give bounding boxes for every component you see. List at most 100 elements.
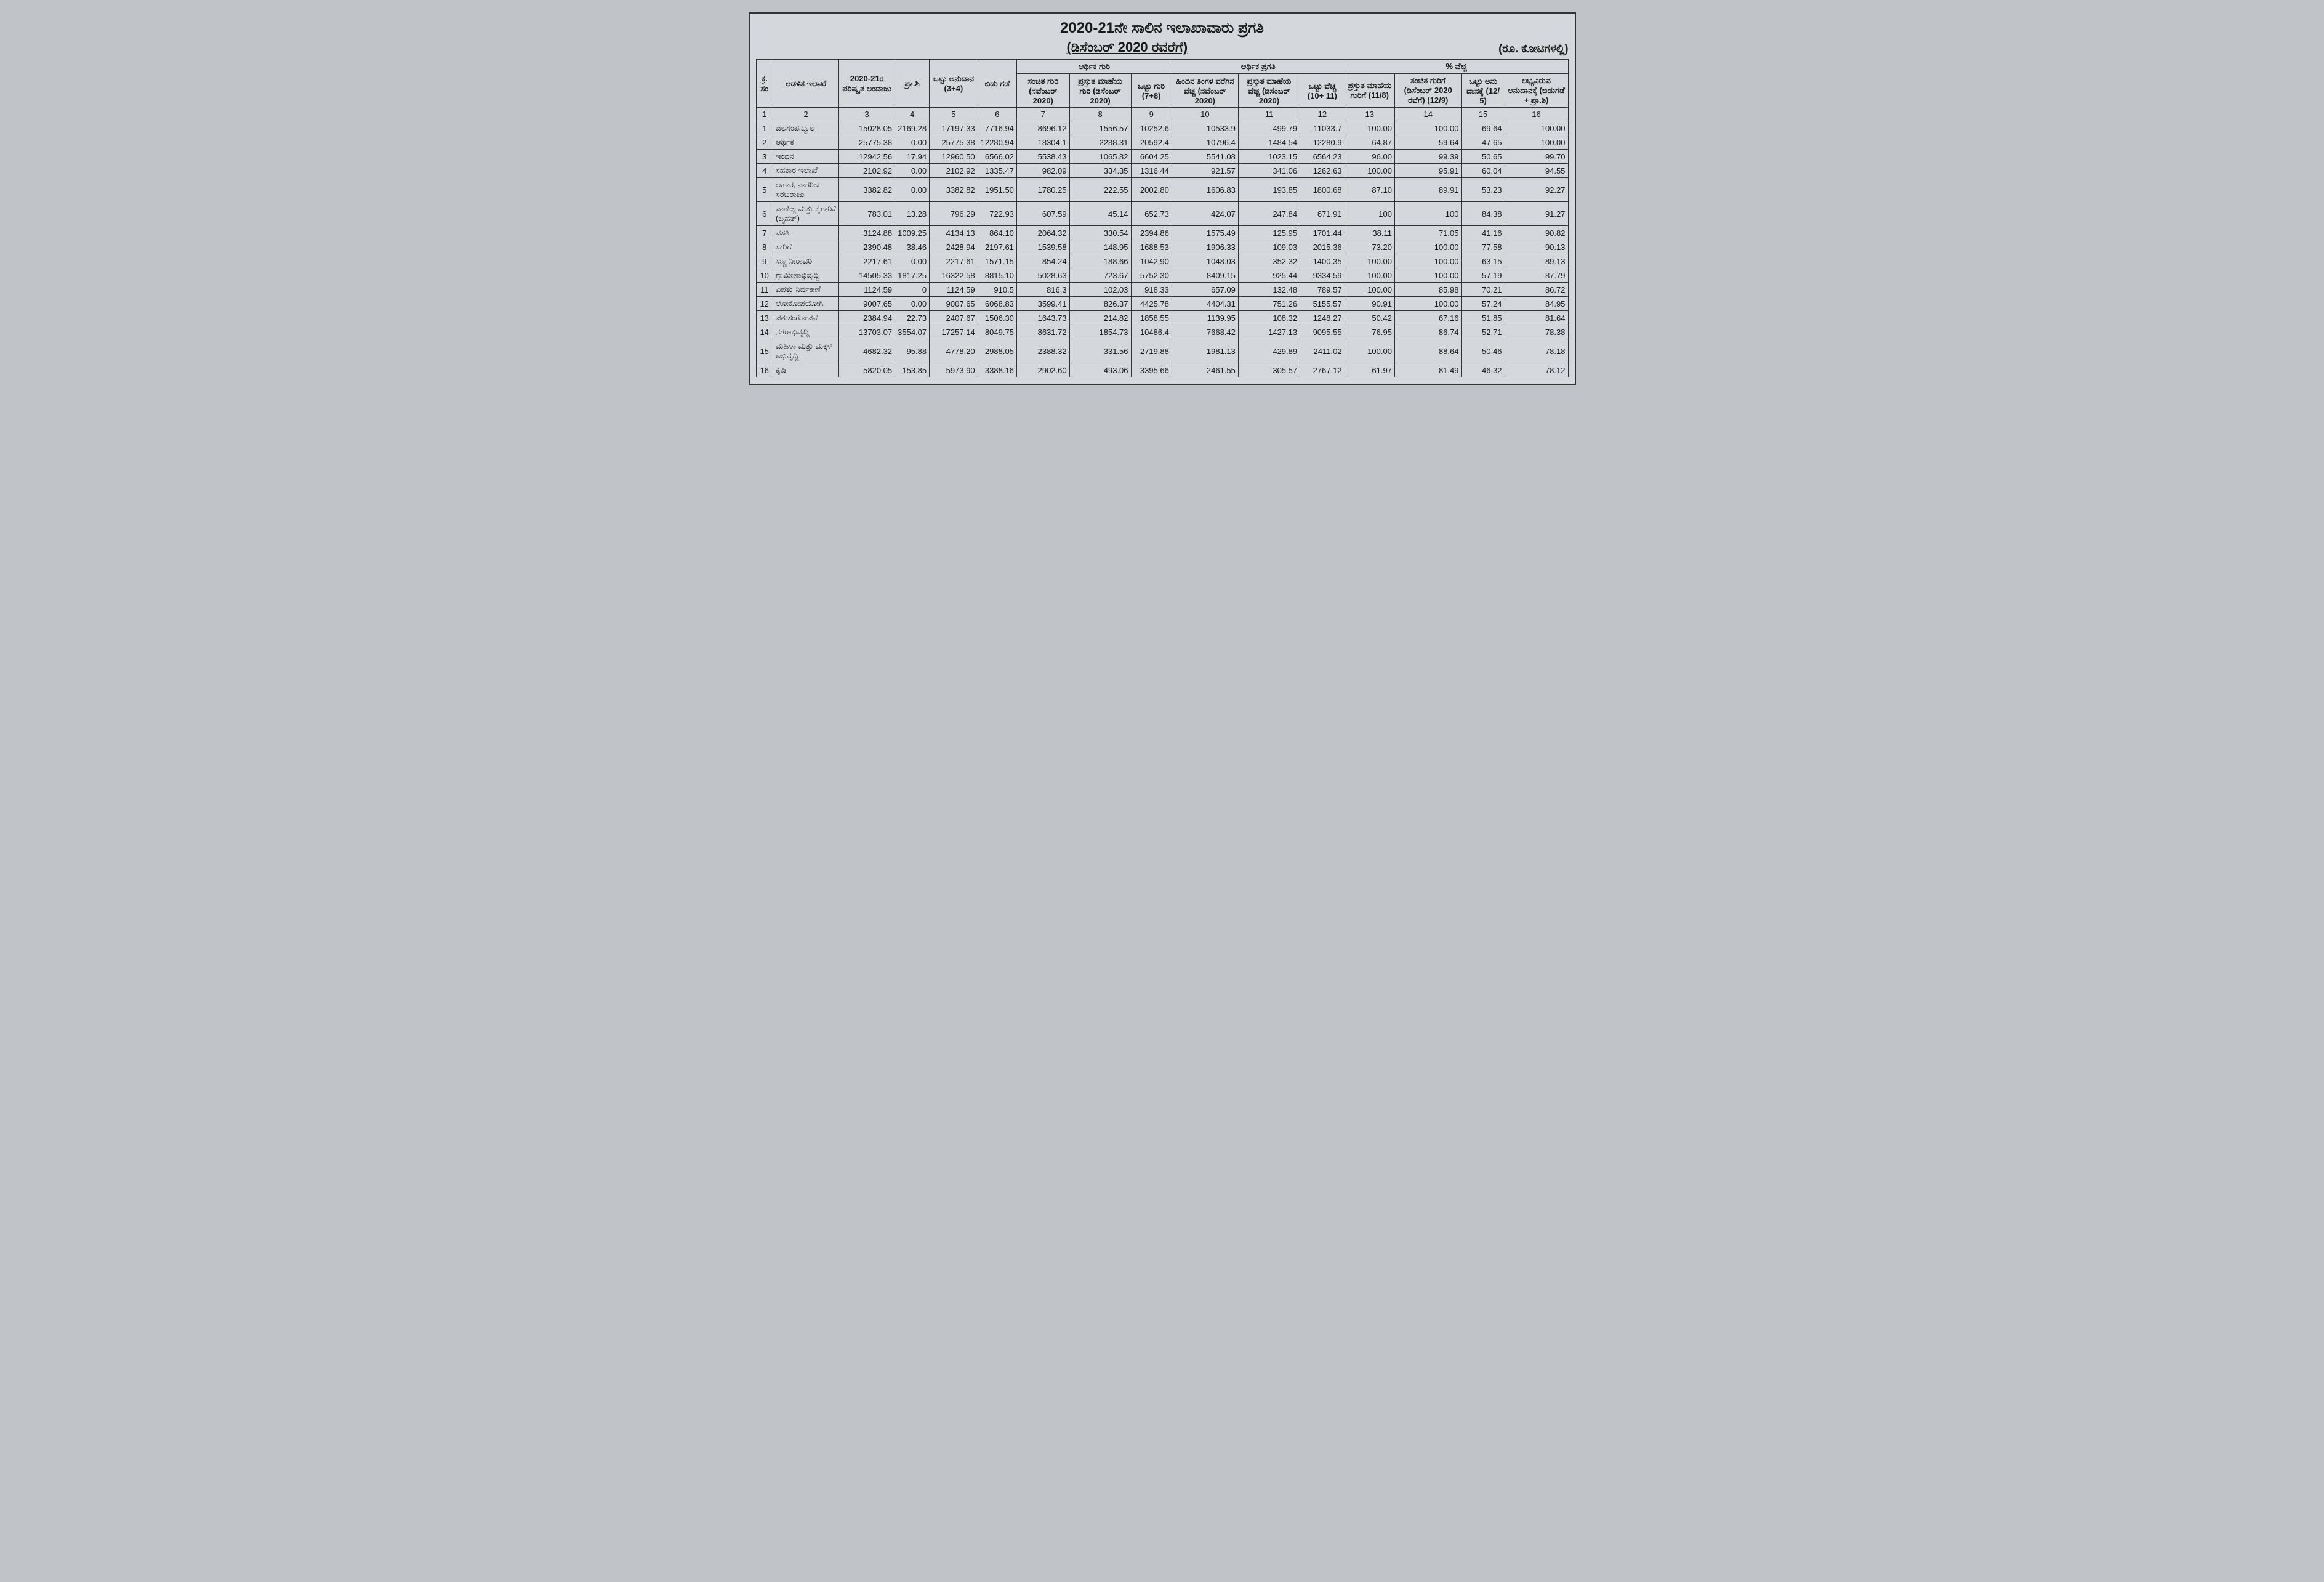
cell-pct-avail-grant: 100.00	[1505, 121, 1568, 135]
cell-total-grant: 5973.90	[930, 363, 978, 377]
col-cur-month-target: ಪ್ರಸ್ತುತ ಮಾಹೆಯ ಗುರಿ (ಡಿಸೆಂಬರ್ 2020)	[1069, 74, 1131, 108]
cell-cur-month-target: 330.54	[1069, 226, 1131, 240]
table-row: 7ವಸತಿ3124.881009.254134.13864.102064.323…	[756, 226, 1568, 240]
table-row: 6ವಾಣಿಜ್ಯ ಮತ್ತು ಕೈಗಾರಿಕೆ (ಬೃಹತ್)783.0113.…	[756, 202, 1568, 226]
col-cur-month-exp: ಪ್ರಸ್ತುತ ಮಾಹೆಯ ವೆಚ್ಚ (ಡಿಸೆಂಬರ್ 2020)	[1238, 74, 1300, 108]
cell-pct-total-grant: 50.46	[1462, 339, 1505, 363]
cell-prashi: 1009.25	[895, 226, 930, 240]
cell-pct-cur-target: 100.00	[1345, 121, 1394, 135]
cell-revised: 5820.05	[839, 363, 895, 377]
cell-release: 8049.75	[978, 325, 1016, 339]
cell-pct-cum-target: 100.00	[1394, 254, 1462, 268]
cell-cum-target: 3599.41	[1016, 297, 1069, 311]
cell-prev-months-exp: 8409.15	[1172, 268, 1238, 283]
cell-dept: ಸಾರಿಗೆ	[773, 240, 838, 254]
cell-pct-avail-grant: 94.55	[1505, 164, 1568, 178]
cell-prev-months-exp: 10796.4	[1172, 135, 1238, 150]
cell-release: 6068.83	[978, 297, 1016, 311]
cell-pct-total-grant: 84.38	[1462, 202, 1505, 226]
cell-revised: 2384.94	[839, 311, 895, 325]
cell-prashi: 95.88	[895, 339, 930, 363]
cell-cur-month-target: 723.67	[1069, 268, 1131, 283]
cell-sno: 10	[756, 268, 773, 283]
col-group-financial-progress: ಆರ್ಥಿಕ ಪ್ರಗತಿ	[1172, 60, 1345, 74]
cell-cur-month-target: 2288.31	[1069, 135, 1131, 150]
colnum: 9	[1131, 108, 1172, 121]
cell-sno: 12	[756, 297, 773, 311]
cell-cum-target: 18304.1	[1016, 135, 1069, 150]
cell-prashi: 0.00	[895, 254, 930, 268]
cell-pct-cum-target: 88.64	[1394, 339, 1462, 363]
cell-dept: ಸಹಕಾರ ಇಲಾಖೆ	[773, 164, 838, 178]
cell-revised: 783.01	[839, 202, 895, 226]
col-dept: ಆಡಳಿತ ಇಲಾಖೆ	[773, 60, 838, 108]
table-row: 8ಸಾರಿಗೆ2390.4838.462428.942197.611539.58…	[756, 240, 1568, 254]
unit-label: (ರೂ. ಕೋಟಿಗಳಲ್ಲಿ)	[1498, 42, 1568, 55]
cell-pct-total-grant: 47.65	[1462, 135, 1505, 150]
cell-pct-total-grant: 51.85	[1462, 311, 1505, 325]
col-total-grant: ಒಟ್ಟು ಅನುದಾನ (3+4)	[930, 60, 978, 108]
cell-cur-month-target: 45.14	[1069, 202, 1131, 226]
cell-prev-months-exp: 1048.03	[1172, 254, 1238, 268]
cell-prev-months-exp: 657.09	[1172, 283, 1238, 297]
col-pct-cum-target: ಸಂಚಿತ ಗುರಿಗೆ (ಡಿಸೆಂಬರ್ 2020 ರವೆಗೆ) (12/9…	[1394, 74, 1462, 108]
col-sno: ಕ್ರ. ಸಂ	[756, 60, 773, 108]
cell-pct-cum-target: 71.05	[1394, 226, 1462, 240]
cell-dept: ವಸತಿ	[773, 226, 838, 240]
cell-prashi: 17.94	[895, 150, 930, 164]
cell-total-exp: 6564.23	[1300, 150, 1345, 164]
cell-total-exp: 9095.55	[1300, 325, 1345, 339]
cell-total-target: 10486.4	[1131, 325, 1172, 339]
cell-cum-target: 8696.12	[1016, 121, 1069, 135]
cell-total-grant: 9007.65	[930, 297, 978, 311]
cell-pct-cum-target: 89.91	[1394, 178, 1462, 202]
cell-cum-target: 982.09	[1016, 164, 1069, 178]
cell-pct-cum-target: 85.98	[1394, 283, 1462, 297]
cell-total-exp: 1400.35	[1300, 254, 1345, 268]
cell-total-exp: 1800.68	[1300, 178, 1345, 202]
col-revised: 2020-21ರ ಪರಿಷ್ಕೃತ ಅಂದಾಜು	[839, 60, 895, 108]
cell-pct-cum-target: 100	[1394, 202, 1462, 226]
colnum: 10	[1172, 108, 1238, 121]
cell-prashi: 153.85	[895, 363, 930, 377]
cell-total-exp: 5155.57	[1300, 297, 1345, 311]
cell-prev-months-exp: 1575.49	[1172, 226, 1238, 240]
table-row: 15ಮಹಿಳಾ ಮತ್ತು ಮಕ್ಕಳ ಅಭಿವೃದ್ಧಿ4682.3295.8…	[756, 339, 1568, 363]
cell-total-target: 1688.53	[1131, 240, 1172, 254]
cell-cur-month-target: 102.03	[1069, 283, 1131, 297]
cell-dept: ನಗರಾಭಿವೃದ್ಧಿ	[773, 325, 838, 339]
cell-cur-month-target: 334.35	[1069, 164, 1131, 178]
cell-pct-avail-grant: 99.70	[1505, 150, 1568, 164]
cell-total-grant: 17197.33	[930, 121, 978, 135]
cell-total-exp: 789.57	[1300, 283, 1345, 297]
col-total-target: ಒಟ್ಟು ಗುರಿ (7+8)	[1131, 74, 1172, 108]
cell-pct-cur-target: 100	[1345, 202, 1394, 226]
colnum: 14	[1394, 108, 1462, 121]
cell-pct-cur-target: 100.00	[1345, 283, 1394, 297]
cell-pct-cur-target: 90.91	[1345, 297, 1394, 311]
colnum: 16	[1505, 108, 1568, 121]
cell-total-exp: 2015.36	[1300, 240, 1345, 254]
column-number-row: 1 2 3 4 5 6 7 8 9 10 11 12 13 14 15 16	[756, 108, 1568, 121]
cell-pct-cur-target: 100.00	[1345, 268, 1394, 283]
cell-pct-cur-target: 96.00	[1345, 150, 1394, 164]
cell-total-target: 2394.86	[1131, 226, 1172, 240]
cell-cur-month-exp: 499.79	[1238, 121, 1300, 135]
cell-total-grant: 2428.94	[930, 240, 978, 254]
cell-total-target: 10252.6	[1131, 121, 1172, 135]
cell-prashi: 22.73	[895, 311, 930, 325]
subtitle-row: (ಡಿಸೆಂಬರ್ 2020 ರವರೆಗೆ) (ರೂ. ಕೋಟಿಗಳಲ್ಲಿ)	[756, 39, 1569, 55]
col-release: ಬಿಡು ಗಡೆ	[978, 60, 1016, 108]
cell-prashi: 0.00	[895, 297, 930, 311]
cell-cum-target: 8631.72	[1016, 325, 1069, 339]
cell-cur-month-target: 214.82	[1069, 311, 1131, 325]
cell-total-target: 918.33	[1131, 283, 1172, 297]
cell-sno: 5	[756, 178, 773, 202]
cell-pct-total-grant: 60.04	[1462, 164, 1505, 178]
page-title: 2020-21ನೇ ಸಾಲಿನ ಇಲಾಖಾವಾರು ಪ್ರಗತಿ	[756, 20, 1569, 37]
cell-pct-cur-target: 100.00	[1345, 254, 1394, 268]
cell-pct-cur-target: 100.00	[1345, 164, 1394, 178]
cell-total-target: 1316.44	[1131, 164, 1172, 178]
colnum: 4	[895, 108, 930, 121]
cell-sno: 13	[756, 311, 773, 325]
